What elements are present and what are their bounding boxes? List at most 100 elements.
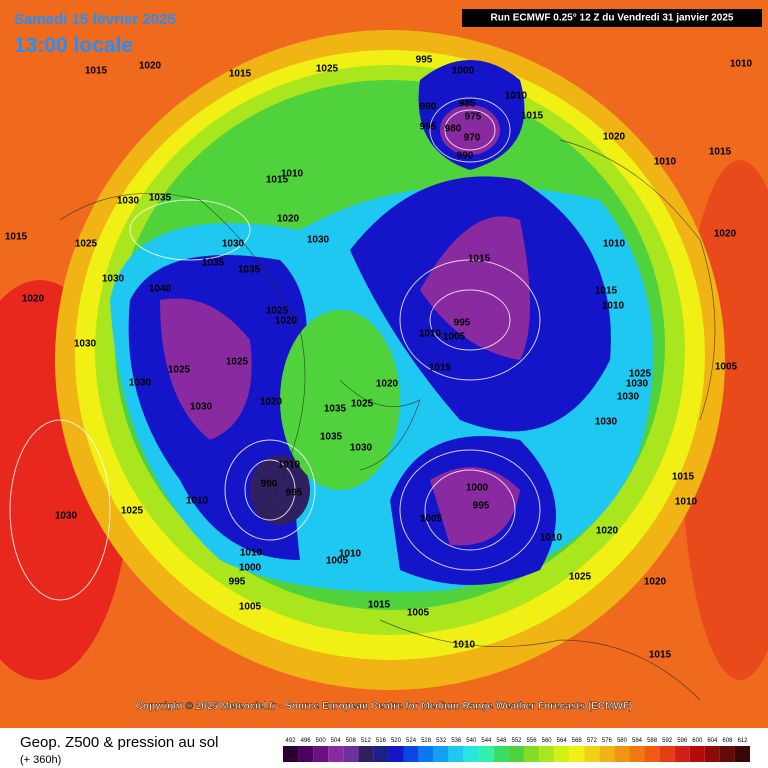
colorbar-label: 568 xyxy=(572,738,583,744)
colorbar-swatch xyxy=(358,746,374,762)
isobar-label: 1025 xyxy=(569,572,592,583)
isobar-label: 1030 xyxy=(74,339,97,350)
colorbar-swatch xyxy=(674,746,690,762)
isobar-label: 1015 xyxy=(5,232,28,243)
colorbar-label: 600 xyxy=(692,738,703,744)
colorbar-swatch xyxy=(508,746,525,762)
isobar-label: 990 xyxy=(420,102,437,113)
colorbar-label: 608 xyxy=(722,738,733,744)
isobar-label: 1015 xyxy=(85,66,108,77)
colorbar-label: 560 xyxy=(542,738,553,744)
isobar-label: 1030 xyxy=(626,379,649,390)
isobar-label: 1015 xyxy=(649,650,672,661)
colorbar-label: 588 xyxy=(647,738,658,744)
isobar-label: 980 xyxy=(445,124,462,135)
isobar-label: 975 xyxy=(465,112,482,123)
isobar-label: 1010 xyxy=(654,157,677,168)
local-time: 13:00 locale xyxy=(14,34,133,57)
isobar-label: 1010 xyxy=(602,301,625,312)
isobar-label: 1035 xyxy=(320,432,343,443)
colorbar-label: 500 xyxy=(316,738,327,744)
isobar-label: 1030 xyxy=(55,511,78,522)
isobar-label: 1015 xyxy=(672,472,695,483)
isobar-label: 995 xyxy=(229,577,246,588)
isobar-label: 1020 xyxy=(596,526,619,537)
colorbar-swatch xyxy=(524,746,540,762)
isobar-label: 1000 xyxy=(452,66,475,77)
isobar-label: 1025 xyxy=(316,64,339,75)
run-info: Run ECMWF 0.25° 12 Z du Vendredi 31 janv… xyxy=(491,13,734,24)
colorbar-swatch xyxy=(463,746,479,762)
isobar-label: 1030 xyxy=(190,402,213,413)
colorbar-swatch xyxy=(388,746,404,762)
colorbar-label: 576 xyxy=(602,738,613,744)
isobar-label: 1010 xyxy=(419,329,442,340)
colorbar-swatch xyxy=(539,746,555,762)
height-field xyxy=(0,0,768,728)
isobar-label: 995 xyxy=(416,55,433,66)
colorbar-swatch xyxy=(554,746,570,762)
isobar-label: 1005 xyxy=(239,602,262,613)
colorbar-label: 564 xyxy=(557,738,568,744)
colorbar-label: 504 xyxy=(331,738,342,744)
colorbar-label: 552 xyxy=(511,738,522,744)
copyright: Copyright © 2025 Meteociel.fr - Source E… xyxy=(136,701,633,712)
isobar-label: 970 xyxy=(464,133,481,144)
isobar-label: 1020 xyxy=(275,316,298,327)
isobar-label: 1020 xyxy=(644,577,667,588)
isobar-label: 1030 xyxy=(102,274,125,285)
isobar-label: 1025 xyxy=(75,239,98,250)
isobar-label: 1010 xyxy=(278,460,301,471)
colorbar-label: 512 xyxy=(361,738,372,744)
isobar-label: 1025 xyxy=(121,506,144,517)
isobar-label: 985 xyxy=(459,99,476,110)
colorbar-label: 508 xyxy=(346,738,357,744)
colorbar-label: 592 xyxy=(662,738,673,744)
isobar-label: 1010 xyxy=(186,496,209,507)
colorbar-swatch xyxy=(418,746,434,762)
isobar-label: 1005 xyxy=(715,362,738,373)
isobar-label: 1015 xyxy=(368,600,391,611)
colorbar-swatch xyxy=(569,746,585,762)
colorbar-swatch xyxy=(403,746,419,762)
isobar-label: 1030 xyxy=(350,443,373,454)
colorbar-label: 532 xyxy=(436,738,447,744)
colorbar-swatch xyxy=(478,746,494,762)
colorbar-swatch xyxy=(373,746,389,762)
isobar-label: 1010 xyxy=(240,548,263,559)
colorbar-swatch xyxy=(343,746,359,762)
colorbar-label: 556 xyxy=(527,738,538,744)
colorbar-swatch xyxy=(298,746,314,762)
colorbar-label: 604 xyxy=(707,738,718,744)
isobar-label: 1030 xyxy=(595,417,618,428)
isobar-label: 1035 xyxy=(238,265,261,276)
isobar-label: 1025 xyxy=(629,369,652,380)
isobar-label: 1015 xyxy=(709,147,732,158)
colorbar-label: 492 xyxy=(286,738,297,744)
colorbar-swatch xyxy=(659,746,675,762)
isobar-label: 1020 xyxy=(139,61,162,72)
isobar-label: 1005 xyxy=(443,332,466,343)
isobar-label: 1010 xyxy=(540,533,563,544)
isobar-label: 1030 xyxy=(222,239,245,250)
isobar-label: 1010 xyxy=(281,169,304,180)
isobar-label: 1020 xyxy=(603,132,626,143)
colorbar-label: 612 xyxy=(737,738,748,744)
colorbar-label: 544 xyxy=(481,738,492,744)
isobar-label: 1015 xyxy=(468,254,491,265)
colorbar-swatch xyxy=(734,746,750,762)
run-box xyxy=(462,9,762,27)
colorbar-swatch xyxy=(719,746,735,762)
isobar-label: 1030 xyxy=(617,392,640,403)
colorbar-swatch xyxy=(704,746,720,762)
colorbar-label: 540 xyxy=(466,738,477,744)
isobar-label: 1015 xyxy=(595,286,618,297)
isobar-label: 990 xyxy=(261,479,278,490)
colorbar-label: 572 xyxy=(587,738,598,744)
colorbar-swatch xyxy=(584,746,600,762)
isobar-label: 1010 xyxy=(339,549,362,560)
isobar-label: 1020 xyxy=(260,397,283,408)
isobar-label: 1040 xyxy=(149,284,172,295)
isobar-label: 1020 xyxy=(277,214,300,225)
